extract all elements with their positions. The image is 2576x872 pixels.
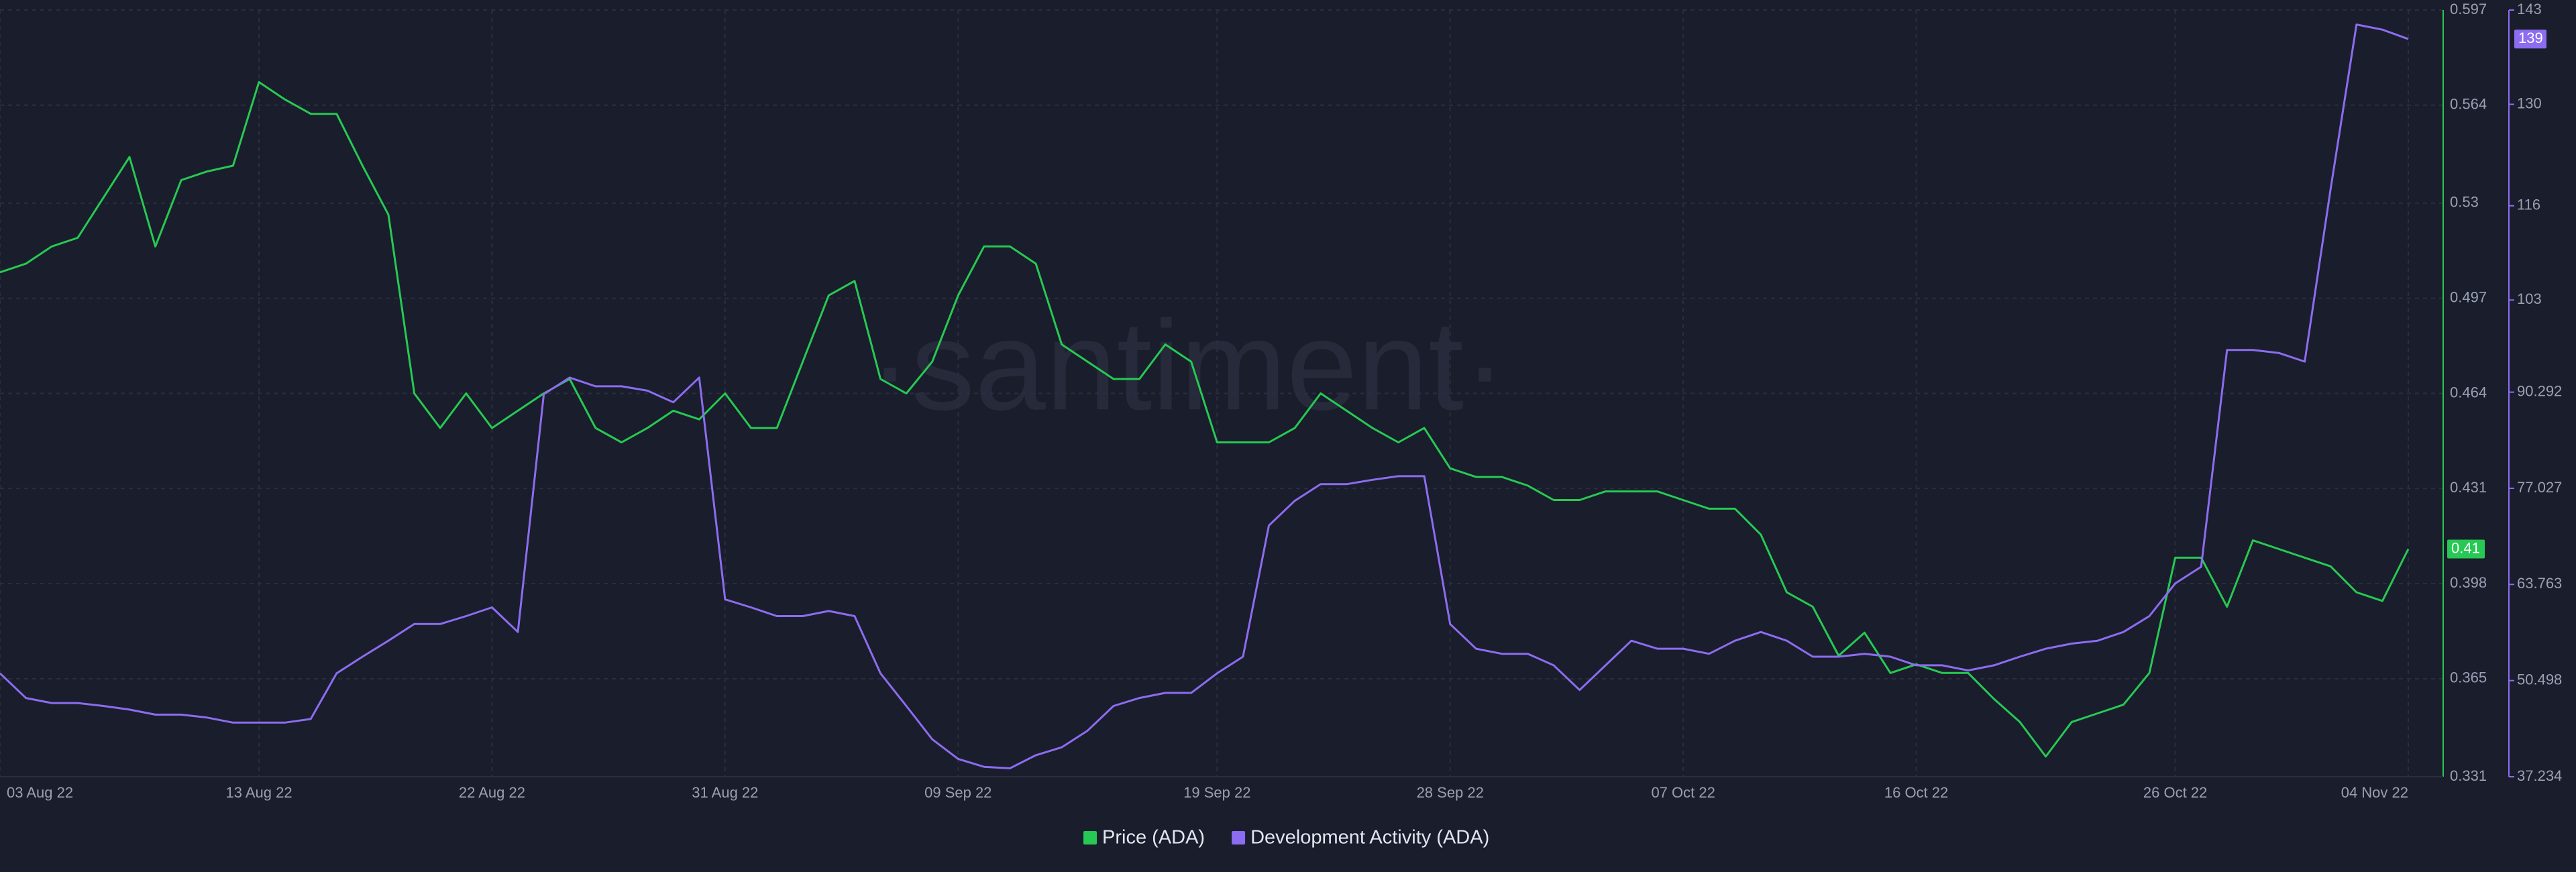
series-line (0, 23, 2409, 769)
x-tick-label: 16 Oct 22 (1884, 784, 1948, 801)
y-tick-label: 0.431 (2450, 479, 2487, 496)
series-line (0, 80, 2410, 758)
y-tick-label: 0.497 (2450, 289, 2487, 306)
y2-tick-label: 63.763 (2517, 575, 2562, 592)
y2-tick-label: 90.292 (2517, 382, 2562, 399)
y2-tick-label: 130 (2517, 95, 2542, 111)
value-badge-label: 0.41 (2451, 539, 2480, 556)
x-tick-label: 31 Aug 22 (692, 784, 758, 801)
legend-label: Development Activity (ADA) (1250, 827, 1489, 849)
y-tick-label: 0.398 (2450, 574, 2487, 591)
x-tick-label: 22 Aug 22 (459, 784, 525, 801)
legend-label: Price (ADA) (1102, 827, 1205, 849)
watermark: ·santiment· (869, 294, 1506, 437)
y-tick-label: 0.597 (2450, 1, 2487, 17)
y2-tick-label: 37.234 (2517, 767, 2562, 784)
value-badge (2514, 30, 2546, 49)
x-tick-label: 09 Sep 22 (924, 784, 991, 801)
value-badge (2447, 539, 2485, 559)
x-tick-label: 04 Nov 22 (2341, 784, 2408, 801)
x-tick-label: 19 Sep 22 (1183, 784, 1250, 801)
x-tick-label: 26 Oct 22 (2143, 784, 2207, 801)
x-tick-label: 03 Aug 22 (7, 784, 73, 801)
y-tick-label: 0.564 (2450, 96, 2487, 113)
y-tick-label: 0.53 (2450, 194, 2479, 211)
y-tick-label: 0.331 (2450, 767, 2487, 784)
y2-tick-label: 116 (2517, 197, 2540, 213)
y-tick-label: 0.464 (2450, 384, 2487, 400)
x-tick-label: 07 Oct 22 (1651, 784, 1715, 801)
y2-tick-label: 50.498 (2517, 671, 2562, 688)
value-badge-label: 139 (2518, 30, 2543, 46)
legend-swatch (1083, 831, 1097, 844)
x-tick-label: 28 Sep 22 (1417, 784, 1484, 801)
legend-swatch (1232, 831, 1246, 844)
x-tick-label: 13 Aug 22 (225, 784, 292, 801)
y-tick-label: 0.365 (2450, 669, 2487, 686)
y2-tick-label: 77.027 (2517, 479, 2562, 496)
y2-tick-label: 103 (2517, 290, 2542, 307)
y2-tick-label: 143 (2517, 1, 2542, 17)
